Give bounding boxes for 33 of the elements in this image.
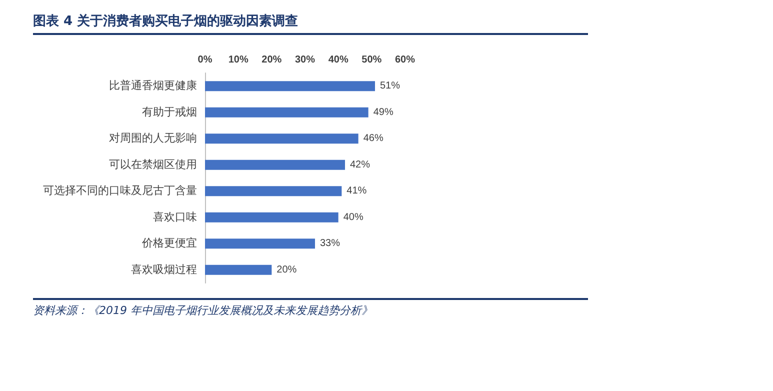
bar bbox=[205, 264, 272, 275]
x-tick-label: 20% bbox=[262, 54, 282, 66]
data-label: 41% bbox=[346, 186, 367, 197]
data-label: 33% bbox=[320, 238, 340, 250]
x-tick-label: 50% bbox=[362, 54, 382, 66]
data-label: 40% bbox=[343, 212, 364, 223]
y-tick-label: 喜欢口味 bbox=[153, 210, 197, 224]
data-label: 20% bbox=[276, 264, 297, 276]
chart-title: 图表 4 关于消费者购买电子烟的驱动因素调查 bbox=[33, 12, 588, 35]
x-tick-label: 10% bbox=[228, 54, 248, 66]
text: 资料来源：《2019 年中国电子烟行业发展概况及未来发展趋势分析》 bbox=[33, 298, 588, 318]
bar bbox=[205, 186, 342, 196]
data-label: 49% bbox=[373, 106, 394, 118]
y-tick-label: 有助于戒烟 bbox=[142, 105, 197, 118]
bar bbox=[205, 107, 368, 118]
x-tick-label: 30% bbox=[294, 54, 316, 66]
y-tick-label: 价格更便宜 bbox=[141, 236, 197, 250]
y-tick-label: 喜欢吸烟过程 bbox=[131, 262, 197, 276]
bar bbox=[205, 160, 345, 170]
bar bbox=[205, 238, 315, 249]
x-tick-label: 0% bbox=[198, 54, 212, 66]
y-tick-label: 可以在禁烟区使用 bbox=[109, 158, 197, 171]
data-label: 46% bbox=[363, 133, 384, 144]
x-tick-label: 40% bbox=[328, 54, 348, 66]
data-label: 42% bbox=[350, 159, 370, 170]
x-tick-label: 60% bbox=[394, 54, 416, 66]
y-tick-label: 可选择不同的口味及尼古丁含量 bbox=[43, 184, 197, 198]
y-tick-label: 对周围的人无影响 bbox=[109, 132, 197, 145]
y-tick-label: 比普通香烟更健康 bbox=[109, 79, 197, 92]
bar bbox=[205, 212, 338, 222]
bar bbox=[205, 134, 358, 144]
bar bbox=[205, 81, 375, 92]
data-label: 51% bbox=[380, 80, 400, 92]
